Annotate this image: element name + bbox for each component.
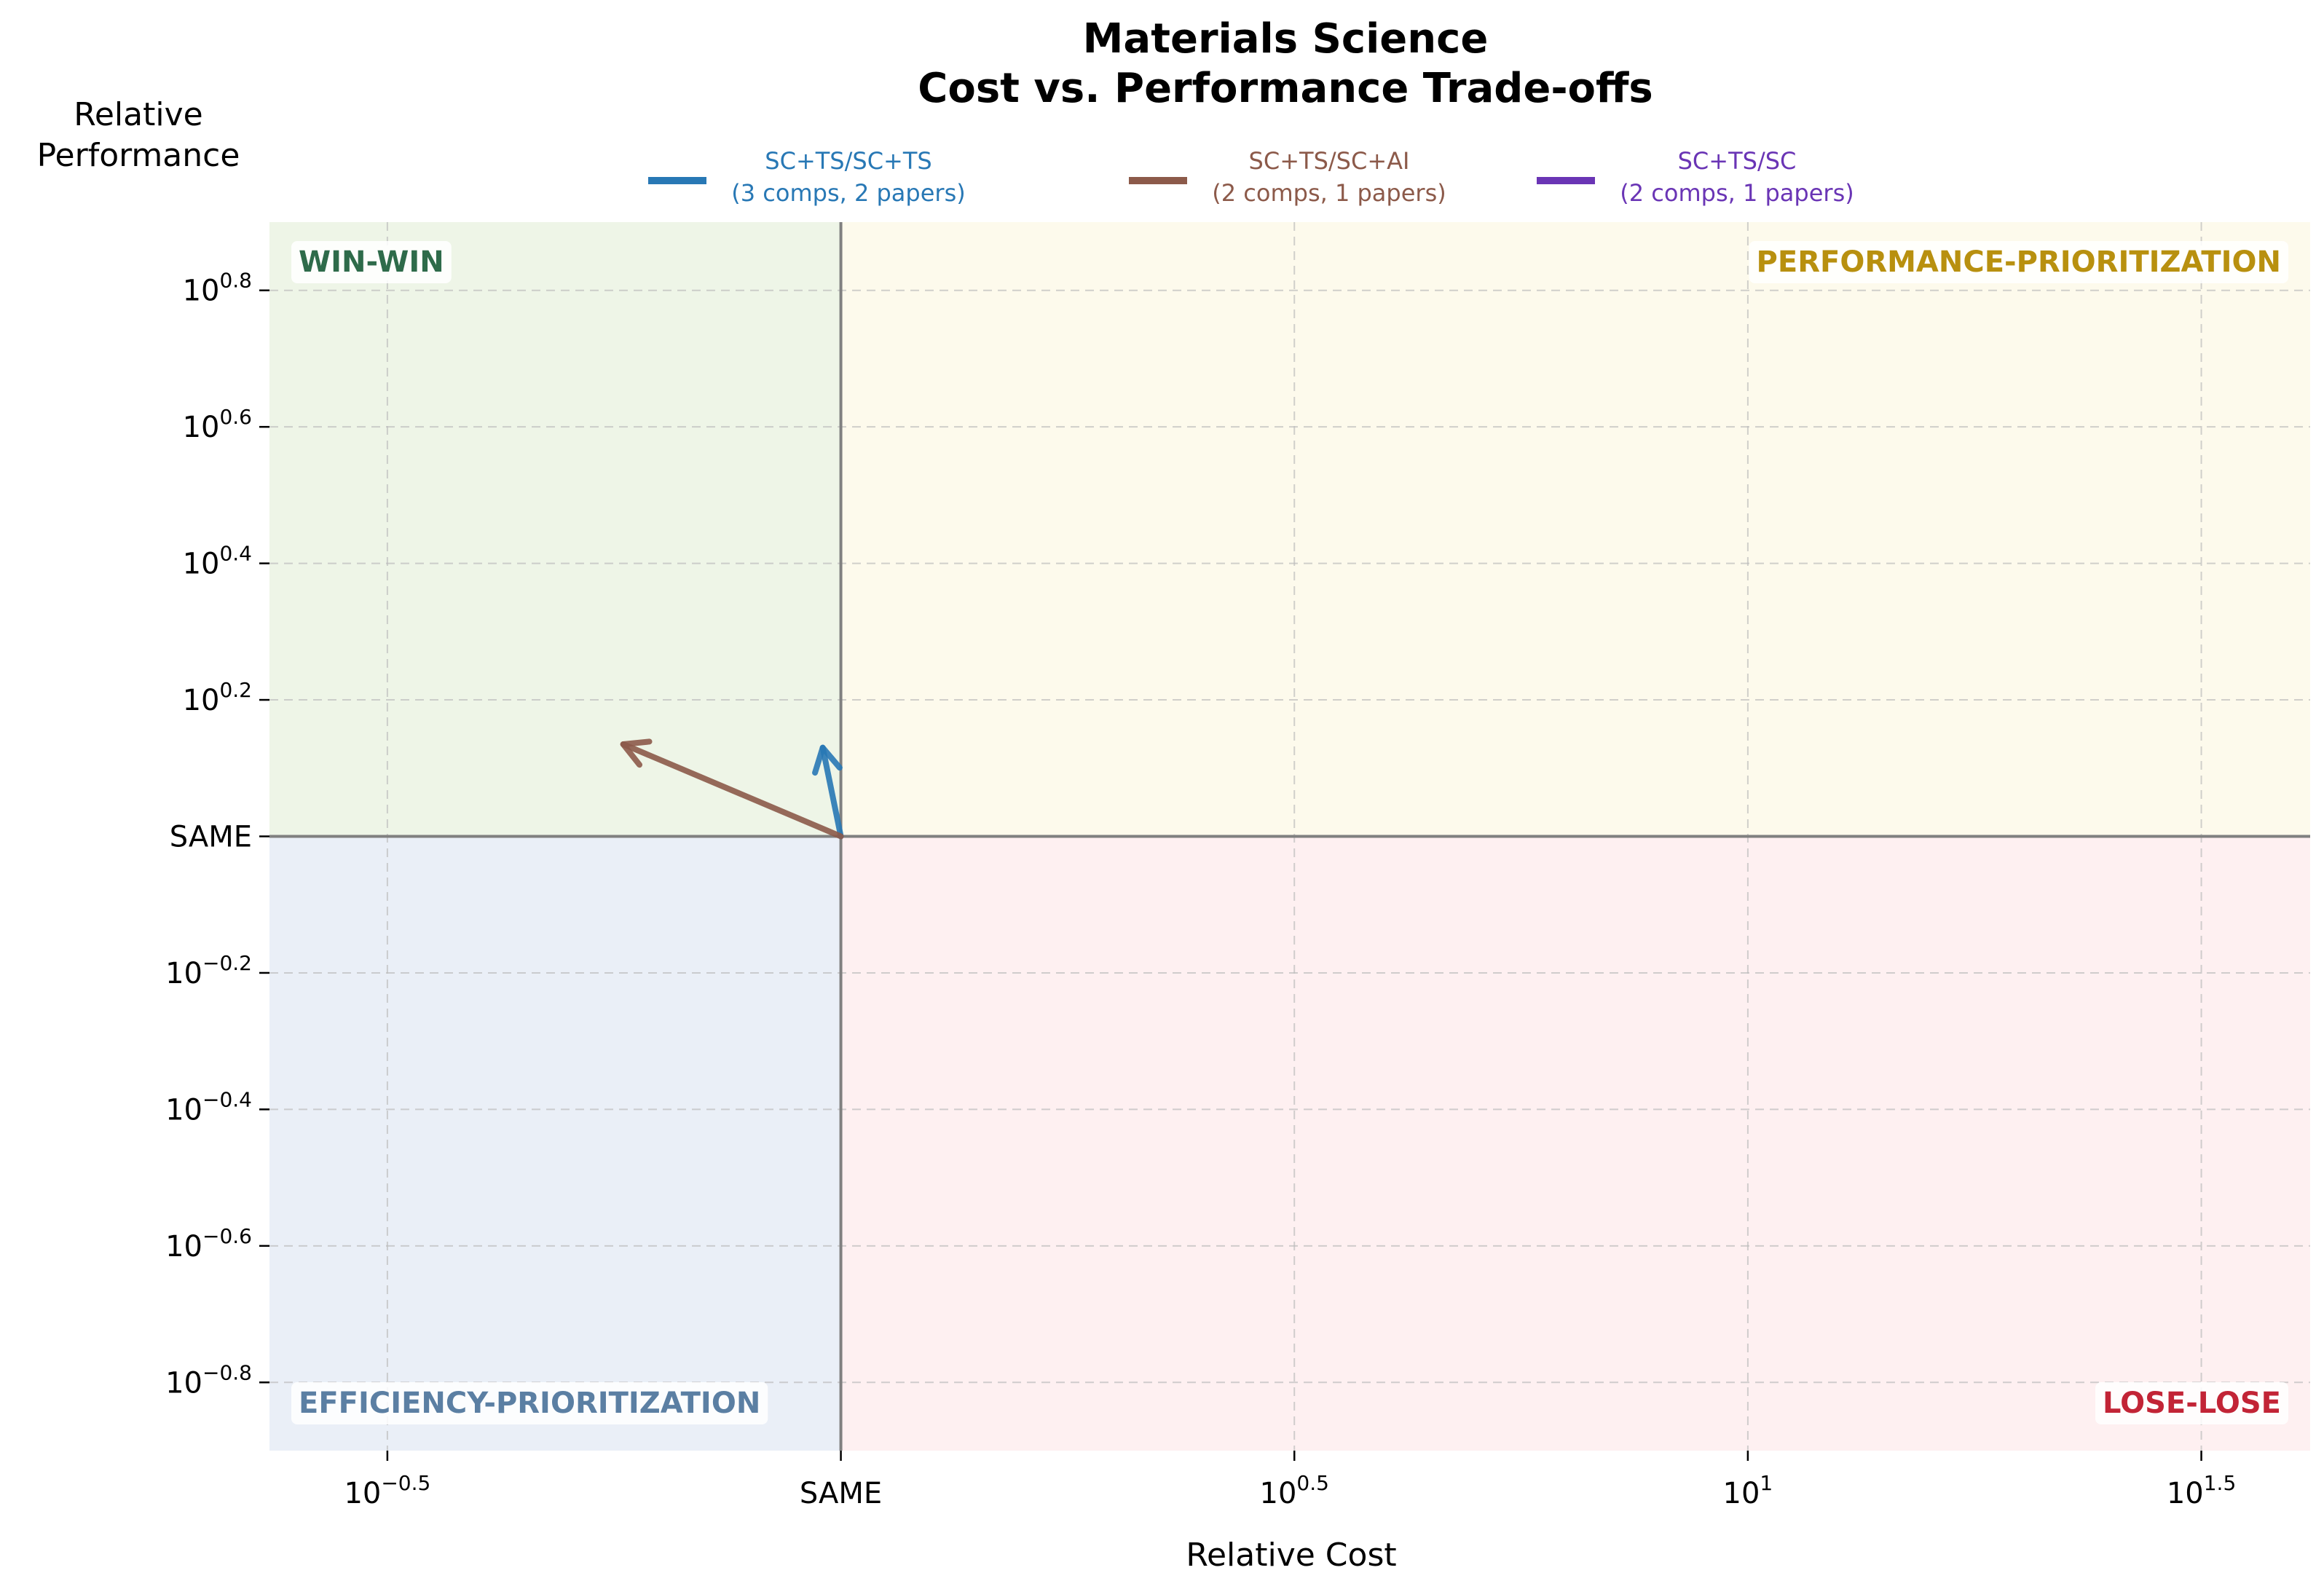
y-tick-label: 100.6 bbox=[183, 405, 252, 444]
quadrant-label-background bbox=[291, 1382, 768, 1424]
quadrant-label-background bbox=[2095, 1382, 2288, 1424]
y-tick-label: 100.2 bbox=[183, 678, 252, 717]
y-tick-label: SAME bbox=[170, 821, 252, 854]
chart-title-line-2: Cost vs. Performance Trade-offs bbox=[918, 65, 1653, 112]
quadrant-performance-prioritization bbox=[840, 222, 2310, 837]
legend-series-name: SC+TS/SC bbox=[1678, 147, 1797, 175]
quadrant-label-text: WIN-WIN bbox=[299, 245, 444, 279]
quadrant-label-win-win: WIN-WIN bbox=[291, 241, 452, 283]
arrow-shaft bbox=[620, 741, 844, 840]
quadrant-label-efficiency-prioritization: EFFICIENCY-PRIORITIZATION bbox=[291, 1382, 768, 1424]
quadrant-label-text: PERFORMANCE-PRIORITIZATION bbox=[1757, 245, 2281, 279]
legend-item: SC+TS/SC+TS (3 comps, 2 papers) bbox=[648, 147, 966, 207]
x-tick-label: SAME bbox=[800, 1477, 882, 1510]
y-tick-label: 100.8 bbox=[183, 269, 252, 308]
x-tick-label: 100.5 bbox=[1260, 1471, 1329, 1510]
legend-series-detail: (2 comps, 1 papers) bbox=[1212, 179, 1446, 207]
y-tick-label: 10−0.8 bbox=[165, 1360, 252, 1400]
quadrant-label-lose-lose: LOSE-LOSE bbox=[2095, 1382, 2288, 1424]
legend: SC+TS/SC+TS (3 comps, 2 papers) SC+TS/SC+A… bbox=[648, 147, 1854, 207]
arrow-head bbox=[620, 738, 653, 768]
quadrant-label-background bbox=[291, 241, 452, 283]
quadrant-label-text: LOSE-LOSE bbox=[2103, 1387, 2281, 1420]
legend-series-name: SC+TS/SC+AI bbox=[1249, 147, 1410, 175]
quadrant-lose-lose bbox=[840, 836, 2310, 1451]
arrow-head bbox=[812, 744, 843, 776]
quadrant-label-text: EFFICIENCY-PRIORITIZATION bbox=[299, 1387, 760, 1420]
legend-series-name: SC+TS/SC+TS bbox=[765, 147, 931, 175]
legend-series-detail: (3 comps, 2 papers) bbox=[731, 179, 965, 207]
x-tick-label: 101 bbox=[1723, 1471, 1773, 1510]
legend-item: SC+TS/SC+AI (2 comps, 1 papers) bbox=[1129, 147, 1446, 207]
quadrant-label-background bbox=[1749, 241, 2288, 283]
x-axis-label: Relative Cost bbox=[1186, 1537, 1396, 1574]
plot-area: 10−0.5 SAME 100.5 101 101.5 100.8 100.6 100.4 10… bbox=[165, 222, 2310, 1510]
y-axis-label-line-1: Relative bbox=[74, 96, 202, 133]
y-tick-label: 10−0.4 bbox=[165, 1087, 252, 1127]
quadrant-win-win bbox=[269, 222, 841, 837]
arrow-shaft bbox=[819, 744, 844, 840]
legend-item: SC+TS/SC (2 comps, 1 papers) bbox=[1537, 147, 1854, 207]
quadrant-label-performance-prioritization: PERFORMANCE-PRIORITIZATION bbox=[1749, 241, 2288, 283]
quadrant-efficiency-prioritization bbox=[269, 836, 841, 1451]
y-axis-label-line-2: Performance bbox=[37, 137, 240, 174]
legend-series-detail: (2 comps, 1 papers) bbox=[1620, 179, 1854, 207]
x-tick-label: 101.5 bbox=[2167, 1471, 2236, 1510]
chart-title-line-1: Materials Science bbox=[1083, 15, 1489, 63]
x-tick-label: 10−0.5 bbox=[344, 1471, 430, 1510]
y-tick-label: 10−0.2 bbox=[165, 951, 252, 990]
y-tick-label: 100.4 bbox=[183, 542, 252, 581]
y-tick-label: 10−0.6 bbox=[165, 1224, 252, 1263]
